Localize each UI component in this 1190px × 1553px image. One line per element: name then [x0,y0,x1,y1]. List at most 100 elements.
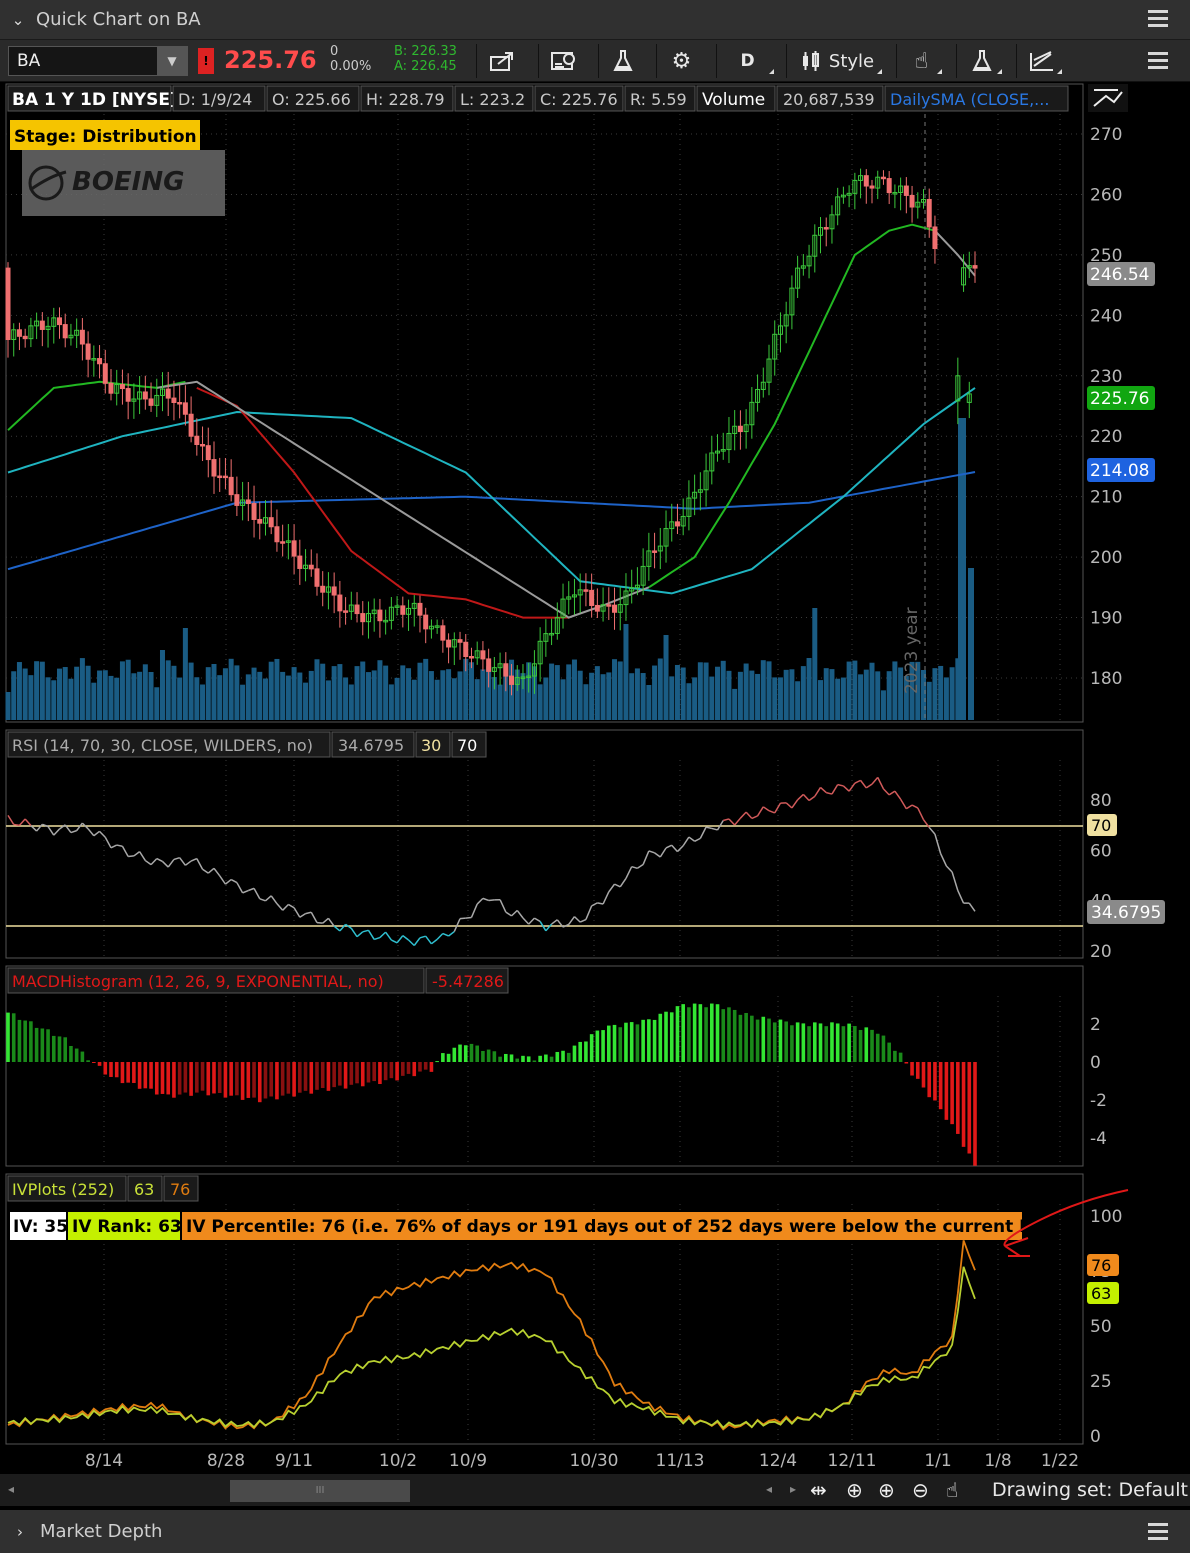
rsi-segment [190,857,198,862]
macd-bar [658,1013,663,1062]
rsi-segment [671,844,679,853]
scroll-next-icon[interactable]: ▸ [790,1482,797,1496]
volume-bar [755,673,761,720]
macd-bar [515,1058,520,1062]
volume-bar [331,666,337,720]
macd-bar [698,1004,703,1062]
rsi-segment [144,859,152,866]
candle-body [583,589,589,592]
rsi-line [7,776,976,947]
macd-bar [332,1062,336,1088]
rsi-segment [385,931,392,941]
header-range: R: 5.59 [630,90,687,109]
zoom-in-icon[interactable]: ⊕ [878,1478,895,1502]
rsi-segment [597,902,604,905]
time-tick-label: 9/11 [275,1451,313,1471]
volume-bar [968,568,974,720]
rsi-segment [756,806,764,817]
pointer-tool-button[interactable]: ☝ [896,44,946,78]
candle-body [777,325,783,335]
macd-tick-label: 0 [1090,1053,1101,1073]
share-button[interactable] [476,44,526,78]
volume-bar [474,679,480,720]
volume-bar [291,667,297,720]
svg-text:34.6795: 34.6795 [1091,903,1161,923]
candle-body [955,375,961,402]
studies-flask-button[interactable] [598,44,646,78]
candle-body [835,196,841,216]
rsi-segment [854,779,861,784]
rsi-segment [116,844,123,848]
header-study[interactable]: DailySMA (CLOSE,... [890,90,1049,109]
candle-body [703,470,709,491]
volume-bar [909,661,915,720]
pan-arrows-icon[interactable]: ⇹ [810,1478,827,1502]
candle-body [205,445,211,461]
depth-menu-icon[interactable] [1148,1523,1168,1541]
candle-body [852,179,858,194]
rsi-segment [774,802,782,814]
macd-tick-label: 2 [1090,1015,1101,1035]
volume-bar [766,661,772,720]
volume-bar [715,666,721,720]
scroll-thumb[interactable]: III [230,1480,410,1502]
volume-bar [11,671,17,720]
toolbar-menu-icon[interactable] [1148,52,1168,70]
chart-canvas[interactable]: BA 1 Y 1D [NYSE] D: 1/9/24 O: 225.66 H: … [0,82,1190,1474]
drawing-set-selector[interactable]: Drawing set: Default [992,1479,1188,1501]
pan-hand-icon[interactable]: ☝ [946,1478,959,1502]
rsi-segment [911,804,919,809]
symbol-input[interactable]: BA ▼ [8,46,188,76]
volume-bar [119,661,125,720]
macd-bar [6,1012,10,1062]
zoom-out-icon[interactable]: ⊖ [912,1478,929,1502]
symbol-dropdown-icon[interactable]: ▼ [157,47,187,75]
rsi-segment [654,852,661,858]
volume-bar [835,678,841,720]
price-tick-label: 260 [1090,185,1122,205]
volume-bar [74,666,80,720]
rsi-segment [316,921,323,924]
volume-bar [320,663,326,720]
window-titlebar[interactable]: ⌄ Quick Chart on BA [0,0,1190,40]
expand-chevron-icon[interactable]: › [17,1522,23,1541]
panel-menu-icon[interactable] [1148,10,1168,28]
macd-bar [177,1062,182,1095]
market-depth-bar[interactable]: › Market Depth [0,1510,1190,1553]
volume-bar [125,659,131,720]
macd-bar [263,1062,268,1099]
crosshair-icon[interactable]: ⊕ [846,1478,863,1502]
drawings-button[interactable] [1016,44,1066,78]
axis-config-button[interactable] [1088,84,1128,112]
volume-bar [274,658,280,720]
iv-tick-label: 50 [1090,1317,1112,1337]
candle-body [743,424,749,433]
candle-body [560,598,566,619]
candle-body [102,363,108,384]
flask-tool-button[interactable] [956,44,1006,78]
rsi-segment [928,826,936,835]
news-button[interactable] [538,44,588,78]
volume-bar [188,662,194,720]
style-button[interactable]: Style [786,44,886,78]
candle-body [760,381,766,390]
scroll-prev-icon[interactable]: ◂ [766,1482,773,1496]
candle-body [932,226,938,250]
macd-bar [750,1015,754,1062]
macd-bar [126,1062,130,1083]
rsi-segment [322,917,329,924]
scroll-left-icon[interactable]: ◂ [8,1482,15,1496]
rsi-segment [413,937,421,946]
volume-bar [217,675,223,720]
sma-green-line [7,223,936,589]
macd-bar [956,1062,960,1134]
alert-flag-icon[interactable]: ! [198,48,214,74]
chart-area[interactable] [0,82,1190,1474]
settings-button[interactable]: ⚙ [656,44,706,78]
volume-bar [732,688,738,720]
candle-body [669,521,675,530]
macd-bar [17,1019,22,1062]
price-tick-label: 240 [1090,306,1122,326]
collapse-chevron-icon[interactable]: ⌄ [11,10,25,29]
period-button[interactable]: D [716,44,778,78]
